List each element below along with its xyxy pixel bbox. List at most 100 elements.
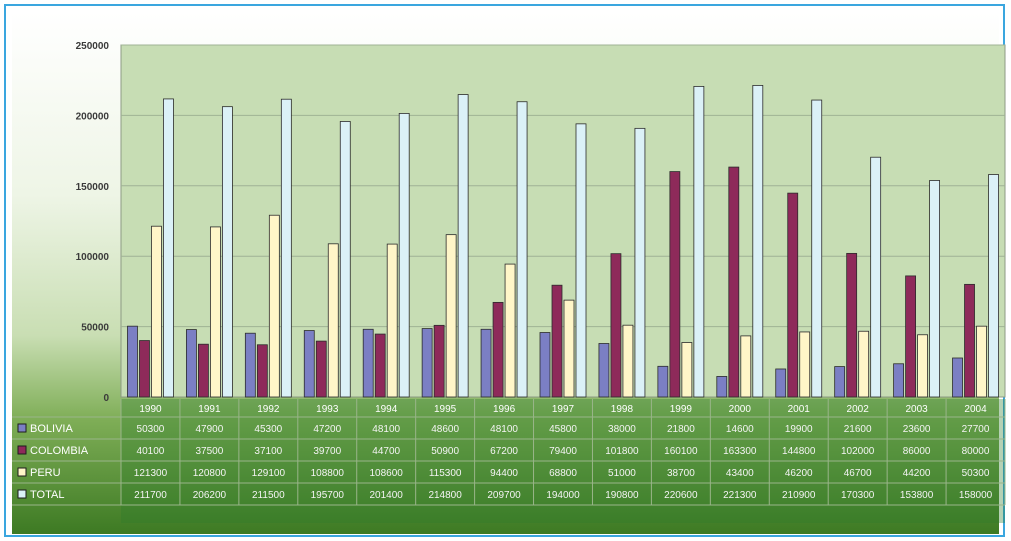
table-cell: 121300 xyxy=(134,468,168,479)
table-cell: 23600 xyxy=(903,424,931,435)
bar-total-1992 xyxy=(280,98,292,398)
bar-colombia-2000 xyxy=(728,166,740,398)
bar-peru-2001 xyxy=(799,331,811,398)
bar-colombia-2003 xyxy=(905,275,916,398)
table-cell: 211500 xyxy=(252,490,285,501)
table-cell: 158000 xyxy=(959,490,993,501)
bar-total-1994 xyxy=(398,113,410,398)
bar-bolivia-2002 xyxy=(834,366,846,398)
x-tick-label: 1999 xyxy=(670,404,693,415)
x-tick-label: 2003 xyxy=(905,404,928,415)
bar-peru-1993 xyxy=(327,243,339,398)
bar-colombia-2004 xyxy=(964,283,975,398)
bar-bolivia-1997 xyxy=(539,332,551,398)
legend-swatch-peru xyxy=(17,467,27,477)
legend-label-peru: PERU xyxy=(30,467,61,479)
y-tick-label: 50000 xyxy=(81,323,109,334)
table-cell: 68800 xyxy=(549,468,577,479)
table-cell: 50900 xyxy=(431,446,459,457)
table-cell: 214800 xyxy=(428,490,462,501)
table-cell: 194000 xyxy=(546,490,580,501)
bar-bolivia-1996 xyxy=(480,328,492,398)
bar-peru-1991 xyxy=(209,226,221,398)
x-tick-label: 1996 xyxy=(493,404,516,415)
bar-total-2002 xyxy=(870,156,882,398)
table-cell: 153800 xyxy=(900,490,934,501)
x-tick-label: 2000 xyxy=(729,404,752,415)
table-cell: 120800 xyxy=(193,468,227,479)
table-cell: 48600 xyxy=(431,424,459,435)
x-tick-label: 2004 xyxy=(964,404,987,415)
table-cell: 45300 xyxy=(254,424,282,435)
table-cell: 44700 xyxy=(372,446,400,457)
y-tick-label: 200000 xyxy=(76,111,110,122)
table-cell: 43400 xyxy=(726,468,754,479)
table-cell: 79400 xyxy=(549,446,577,457)
table-cell: 210900 xyxy=(782,490,816,501)
bar-colombia-1992 xyxy=(256,344,268,398)
y-tick-label: 150000 xyxy=(76,182,110,193)
bar-bolivia-1999 xyxy=(657,365,669,398)
legend-swatch-colombia xyxy=(17,445,27,455)
table-cell: 47900 xyxy=(195,424,223,435)
bar-colombia-2001 xyxy=(787,192,799,398)
bar-colombia-1996 xyxy=(492,301,504,398)
bar-colombia-1998 xyxy=(610,253,622,398)
table-cell: 40100 xyxy=(137,446,165,457)
bar-total-1990 xyxy=(163,98,174,398)
bar-total-1993 xyxy=(339,121,351,398)
table-cell: 39700 xyxy=(313,446,341,457)
x-tick-label: 1994 xyxy=(375,404,398,415)
table-cell: 14600 xyxy=(726,424,754,435)
x-tick-label: 1997 xyxy=(552,404,575,415)
bar-bolivia-2003 xyxy=(893,363,904,398)
table-cell: 67200 xyxy=(490,446,518,457)
bar-total-2001 xyxy=(811,99,823,398)
bar-peru-1996 xyxy=(504,263,516,398)
bar-colombia-1999 xyxy=(669,171,681,398)
y-tick-label: 100000 xyxy=(76,252,110,263)
bar-colombia-1991 xyxy=(197,343,209,398)
bar-bolivia-2000 xyxy=(716,376,728,398)
table-cell: 144800 xyxy=(782,446,816,457)
bar-total-1995 xyxy=(457,94,469,398)
table-cell: 50300 xyxy=(962,468,990,479)
legend-label-total: TOTAL xyxy=(30,489,64,501)
table-cell: 80000 xyxy=(962,446,990,457)
table-cell: 101800 xyxy=(605,446,639,457)
table-cell: 38000 xyxy=(608,424,636,435)
bar-colombia-1997 xyxy=(551,284,563,398)
table-cell: 94400 xyxy=(490,468,518,479)
bar-peru-1998 xyxy=(622,324,634,398)
x-tick-label: 1992 xyxy=(257,404,280,415)
gridlines xyxy=(121,44,1005,328)
legend-swatch-bolivia xyxy=(17,423,27,433)
table-cell: 220600 xyxy=(664,490,698,501)
data-table: 1990 1991 1992 1993 1994 1995 1996 1997 1998 1999… xyxy=(12,399,1006,506)
bar-peru-1990 xyxy=(151,225,162,398)
bar-colombia-2002 xyxy=(846,252,858,398)
table-cell: 48100 xyxy=(490,424,518,435)
table-cell: 206200 xyxy=(193,490,227,501)
bar-peru-1992 xyxy=(268,214,280,398)
table-cell: 115300 xyxy=(429,468,462,479)
table-cell: 195700 xyxy=(311,490,345,501)
bar-peru-2003 xyxy=(917,334,928,398)
bar-bolivia-1990 xyxy=(127,325,138,398)
bar-colombia-1993 xyxy=(315,340,327,398)
bar-peru-1994 xyxy=(386,243,398,398)
bar-bolivia-1994 xyxy=(362,328,374,398)
bar-total-2000 xyxy=(752,85,764,398)
bar-peru-1997 xyxy=(563,299,575,398)
table-cell: 163300 xyxy=(723,446,757,457)
table-cell: 46200 xyxy=(785,468,813,479)
x-tick-label: 1998 xyxy=(611,404,634,415)
x-tick-label: 2001 xyxy=(788,404,811,415)
table-cell: 170300 xyxy=(841,490,875,501)
bar-peru-2004 xyxy=(976,325,987,398)
bar-colombia-1994 xyxy=(374,333,386,398)
table-cell: 211700 xyxy=(134,490,167,501)
table-cell: 19900 xyxy=(785,424,813,435)
y-tick-label: 0 xyxy=(103,393,109,404)
y-tick-label: 250000 xyxy=(76,41,110,52)
